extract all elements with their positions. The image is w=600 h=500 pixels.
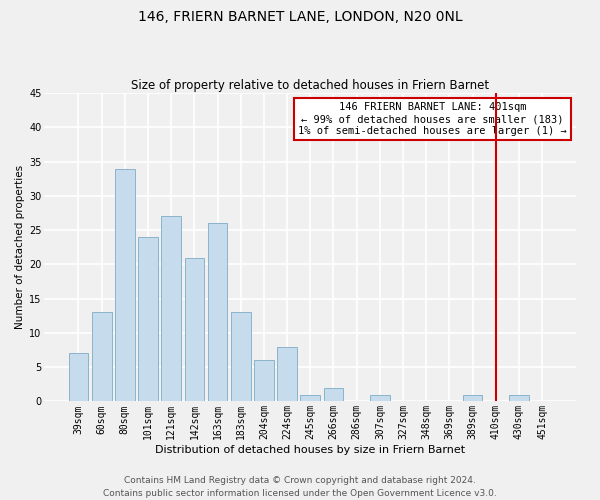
Bar bbox=[161, 216, 181, 402]
Y-axis label: Number of detached properties: Number of detached properties bbox=[15, 165, 25, 330]
Title: Size of property relative to detached houses in Friern Barnet: Size of property relative to detached ho… bbox=[131, 79, 490, 92]
Bar bbox=[185, 258, 204, 402]
Text: 146 FRIERN BARNET LANE: 401sqm
← 99% of detached houses are smaller (183)
1% of : 146 FRIERN BARNET LANE: 401sqm ← 99% of … bbox=[298, 102, 567, 136]
Bar bbox=[92, 312, 112, 402]
Bar bbox=[301, 394, 320, 402]
Bar bbox=[323, 388, 343, 402]
Bar bbox=[208, 224, 227, 402]
Bar bbox=[138, 237, 158, 402]
Bar bbox=[370, 394, 390, 402]
Bar bbox=[254, 360, 274, 402]
Bar bbox=[231, 312, 251, 402]
Bar bbox=[115, 168, 134, 402]
Bar bbox=[463, 394, 482, 402]
Bar bbox=[509, 394, 529, 402]
X-axis label: Distribution of detached houses by size in Friern Barnet: Distribution of detached houses by size … bbox=[155, 445, 466, 455]
Text: Contains HM Land Registry data © Crown copyright and database right 2024.
Contai: Contains HM Land Registry data © Crown c… bbox=[103, 476, 497, 498]
Bar bbox=[68, 354, 88, 402]
Bar bbox=[277, 346, 297, 402]
Text: 146, FRIERN BARNET LANE, LONDON, N20 0NL: 146, FRIERN BARNET LANE, LONDON, N20 0NL bbox=[137, 10, 463, 24]
